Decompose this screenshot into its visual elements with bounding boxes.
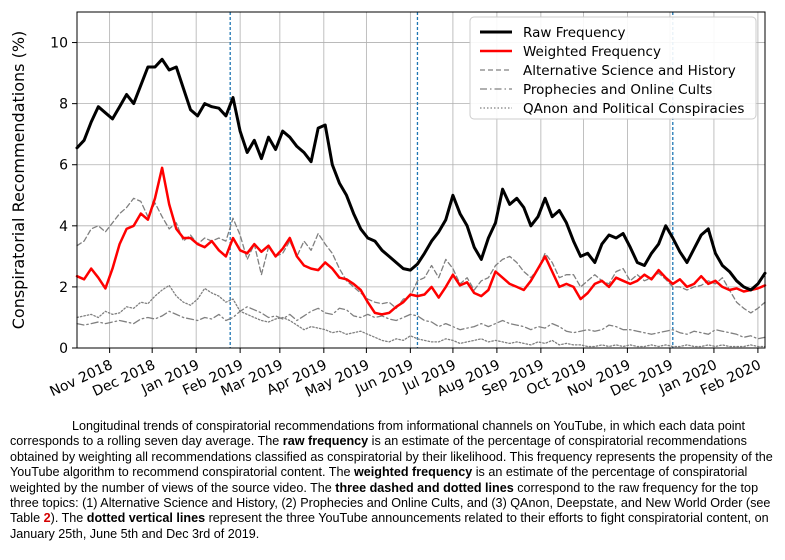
chart-grid (77, 12, 765, 349)
legend-label: QAnon and Political Conspiracies (523, 101, 744, 117)
legend-label: Alternative Science and History (523, 63, 736, 79)
chart-series (75, 57, 767, 348)
figure-caption: Longitudinal trends of conspiratorial re… (10, 419, 778, 542)
y-tick-label: 4 (59, 219, 68, 235)
series-line-qanon-and-political-conspiracies (76, 284, 766, 348)
vertical-lines-term: dotted vertical lines (86, 511, 206, 526)
series-line-raw-frequency (75, 57, 767, 292)
caption-text: Longitudinal trends of conspiratorial re… (10, 419, 773, 541)
raw-frequency-term: raw frequency (282, 434, 369, 449)
table-reference-link[interactable]: 2 (43, 511, 51, 526)
y-tick-label: 8 (59, 97, 68, 113)
legend-label: Prophecies and Online Cults (523, 82, 712, 98)
dashed-lines-term: three dashed and dotted lines (335, 480, 514, 495)
plot-frame (76, 11, 766, 349)
legend: Raw Frequency Weighted Frequency Alternati… (469, 16, 757, 120)
legend-label: Weighted Frequency (523, 44, 661, 60)
y-tick-label: 0 (59, 341, 68, 357)
series-line-prophecies-and-online-cults (76, 306, 766, 340)
y-tick-label: 6 (59, 158, 68, 174)
y-axis: 0 2 4 6 8 10 (50, 36, 77, 357)
series-line-weighted-frequency (75, 166, 767, 316)
y-axis-label: Conspiratorial Recommendations (%) (9, 31, 28, 330)
y-tick-label: 2 (59, 280, 68, 296)
legend-box (469, 16, 757, 120)
legend-label: Raw Frequency (523, 25, 625, 41)
weighted-frequency-term: weighted frequency (353, 465, 473, 480)
y-tick-label: 10 (50, 36, 68, 52)
